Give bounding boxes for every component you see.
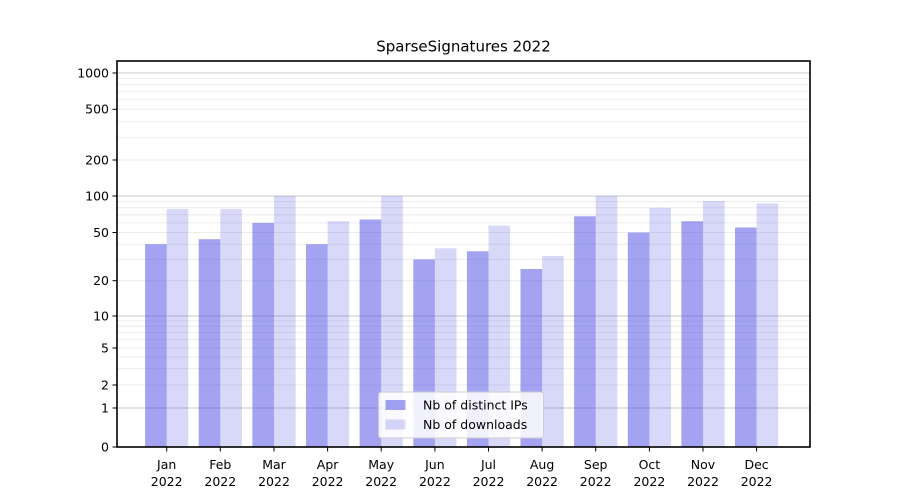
- y-tick-label: 100: [85, 188, 109, 203]
- bar-dec-distinct-ips: [735, 227, 757, 447]
- x-tick-label-month: Mar: [262, 457, 286, 472]
- y-tick-label: 1: [101, 400, 109, 415]
- x-tick-label-year: 2022: [580, 474, 612, 489]
- y-tick-label: 1000: [77, 65, 109, 80]
- bar-may-distinct-ips: [359, 219, 382, 447]
- x-tick-label-month: Aug: [530, 457, 554, 472]
- bar-feb-downloads: [220, 209, 242, 447]
- bar-oct-distinct-ips: [627, 232, 650, 447]
- bar-nov-downloads: [703, 201, 725, 447]
- bar-feb-distinct-ips: [198, 239, 221, 447]
- bar-may-downloads: [381, 196, 403, 447]
- legend-box: [378, 391, 544, 439]
- y-tick-label: 50: [93, 225, 109, 240]
- bar-dec-downloads: [756, 203, 779, 447]
- x-tick-label-month: Sep: [584, 457, 608, 472]
- x-tick-label-year: 2022: [204, 474, 236, 489]
- bar-jan-distinct-ips: [145, 244, 167, 447]
- y-tick-label: 500: [85, 102, 109, 117]
- y-tick-label: 20: [93, 273, 109, 288]
- x-tick-label-year: 2022: [741, 474, 773, 489]
- x-tick-label-month: Apr: [317, 457, 339, 472]
- x-tick-label-month: Dec: [744, 457, 768, 472]
- bar-apr-distinct-ips: [306, 244, 328, 447]
- plot-border: [116, 60, 811, 448]
- chart-title: SparseSignatures 2022: [376, 38, 551, 56]
- legend-swatch-distinct-ips: [385, 400, 406, 410]
- x-tick-label-month: May: [368, 457, 394, 472]
- bar-sep-distinct-ips: [574, 216, 596, 447]
- legend-swatch-downloads: [385, 419, 406, 430]
- bar-sep-downloads: [595, 196, 618, 447]
- x-tick-label-month: Nov: [691, 457, 716, 472]
- x-tick-label-month: Jul: [480, 457, 496, 472]
- y-tick-label: 0: [101, 439, 109, 454]
- x-tick-label-month: Jun: [424, 457, 445, 472]
- y-tick-label: 5: [101, 340, 109, 355]
- bar-mar-distinct-ips: [252, 222, 274, 447]
- legend-label-downloads: Nb of downloads: [423, 417, 527, 432]
- legend-label-distinct-ips: Nb of distinct IPs: [423, 398, 528, 413]
- y-tick-label: 2: [101, 377, 109, 392]
- bar-apr-downloads: [327, 221, 350, 447]
- x-tick-label-year: 2022: [365, 474, 397, 489]
- x-tick-label-year: 2022: [312, 474, 344, 489]
- x-tick-label-year: 2022: [419, 474, 451, 489]
- y-tick-label: 10: [93, 308, 109, 323]
- x-tick-label-year: 2022: [633, 474, 665, 489]
- x-tick-label-year: 2022: [473, 474, 505, 489]
- bar-oct-downloads: [649, 207, 671, 447]
- y-tick-label: 200: [85, 152, 109, 167]
- tick-layer: 0 1 2 5 10 20 50 100 200 500 1000 Jan 2022 Feb 2022 Mar…: [77, 65, 772, 489]
- bar-nov-distinct-ips: [681, 221, 703, 447]
- x-tick-label-year: 2022: [258, 474, 290, 489]
- bar-mar-downloads: [274, 196, 296, 447]
- bar-jan-downloads: [166, 209, 189, 447]
- x-tick-label-year: 2022: [687, 474, 719, 489]
- x-tick-label-month: Jan: [156, 457, 176, 472]
- x-tick-label-month: Feb: [209, 457, 231, 472]
- x-tick-label-year: 2022: [151, 474, 183, 489]
- bar-aug-downloads: [542, 256, 564, 447]
- x-tick-label-month: Oct: [639, 457, 661, 472]
- legend: Nb of distinct IPs Nb of downloads: [378, 391, 544, 439]
- x-tick-label-year: 2022: [526, 474, 558, 489]
- bar-layer: [145, 196, 779, 447]
